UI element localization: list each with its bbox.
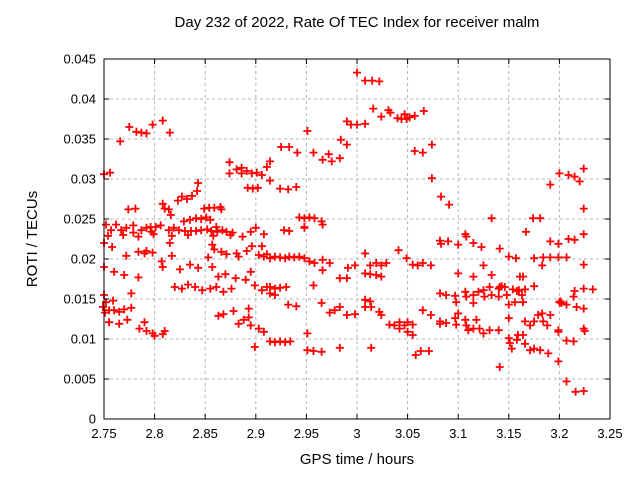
x-tick-label: 3.2 bbox=[550, 426, 568, 441]
x-axis-label: GPS time / hours bbox=[299, 451, 415, 468]
x-tick-label: 3.25 bbox=[597, 426, 622, 441]
x-tick-label: 3.15 bbox=[496, 426, 521, 441]
y-tick-label: 0.03 bbox=[71, 172, 96, 187]
y-tick-label: 0.035 bbox=[63, 132, 96, 147]
y-tick-label: 0.045 bbox=[63, 52, 96, 67]
y-tick-label: 0.015 bbox=[63, 292, 96, 307]
x-tick-label: 3.05 bbox=[395, 426, 420, 441]
y-tick-label: 0.02 bbox=[71, 252, 96, 267]
y-tick-label: 0.025 bbox=[63, 212, 96, 227]
x-tick-label: 2.75 bbox=[91, 426, 116, 441]
x-tick-label: 2.9 bbox=[247, 426, 265, 441]
x-tick-label: 3 bbox=[353, 426, 360, 441]
x-tick-label: 2.85 bbox=[193, 426, 218, 441]
data-points bbox=[99, 68, 597, 396]
x-tick-label: 2.8 bbox=[146, 426, 164, 441]
y-tick-label: 0 bbox=[89, 412, 96, 427]
x-tick-label: 3.1 bbox=[449, 426, 467, 441]
x-tick-label: 2.95 bbox=[294, 426, 319, 441]
y-tick-label: 0.01 bbox=[71, 332, 96, 347]
y-tick-label: 0.04 bbox=[71, 92, 96, 107]
y-tick-label: 0.005 bbox=[63, 372, 96, 387]
chart-title: Day 232 of 2022, Rate Of TEC Index for r… bbox=[174, 14, 540, 31]
